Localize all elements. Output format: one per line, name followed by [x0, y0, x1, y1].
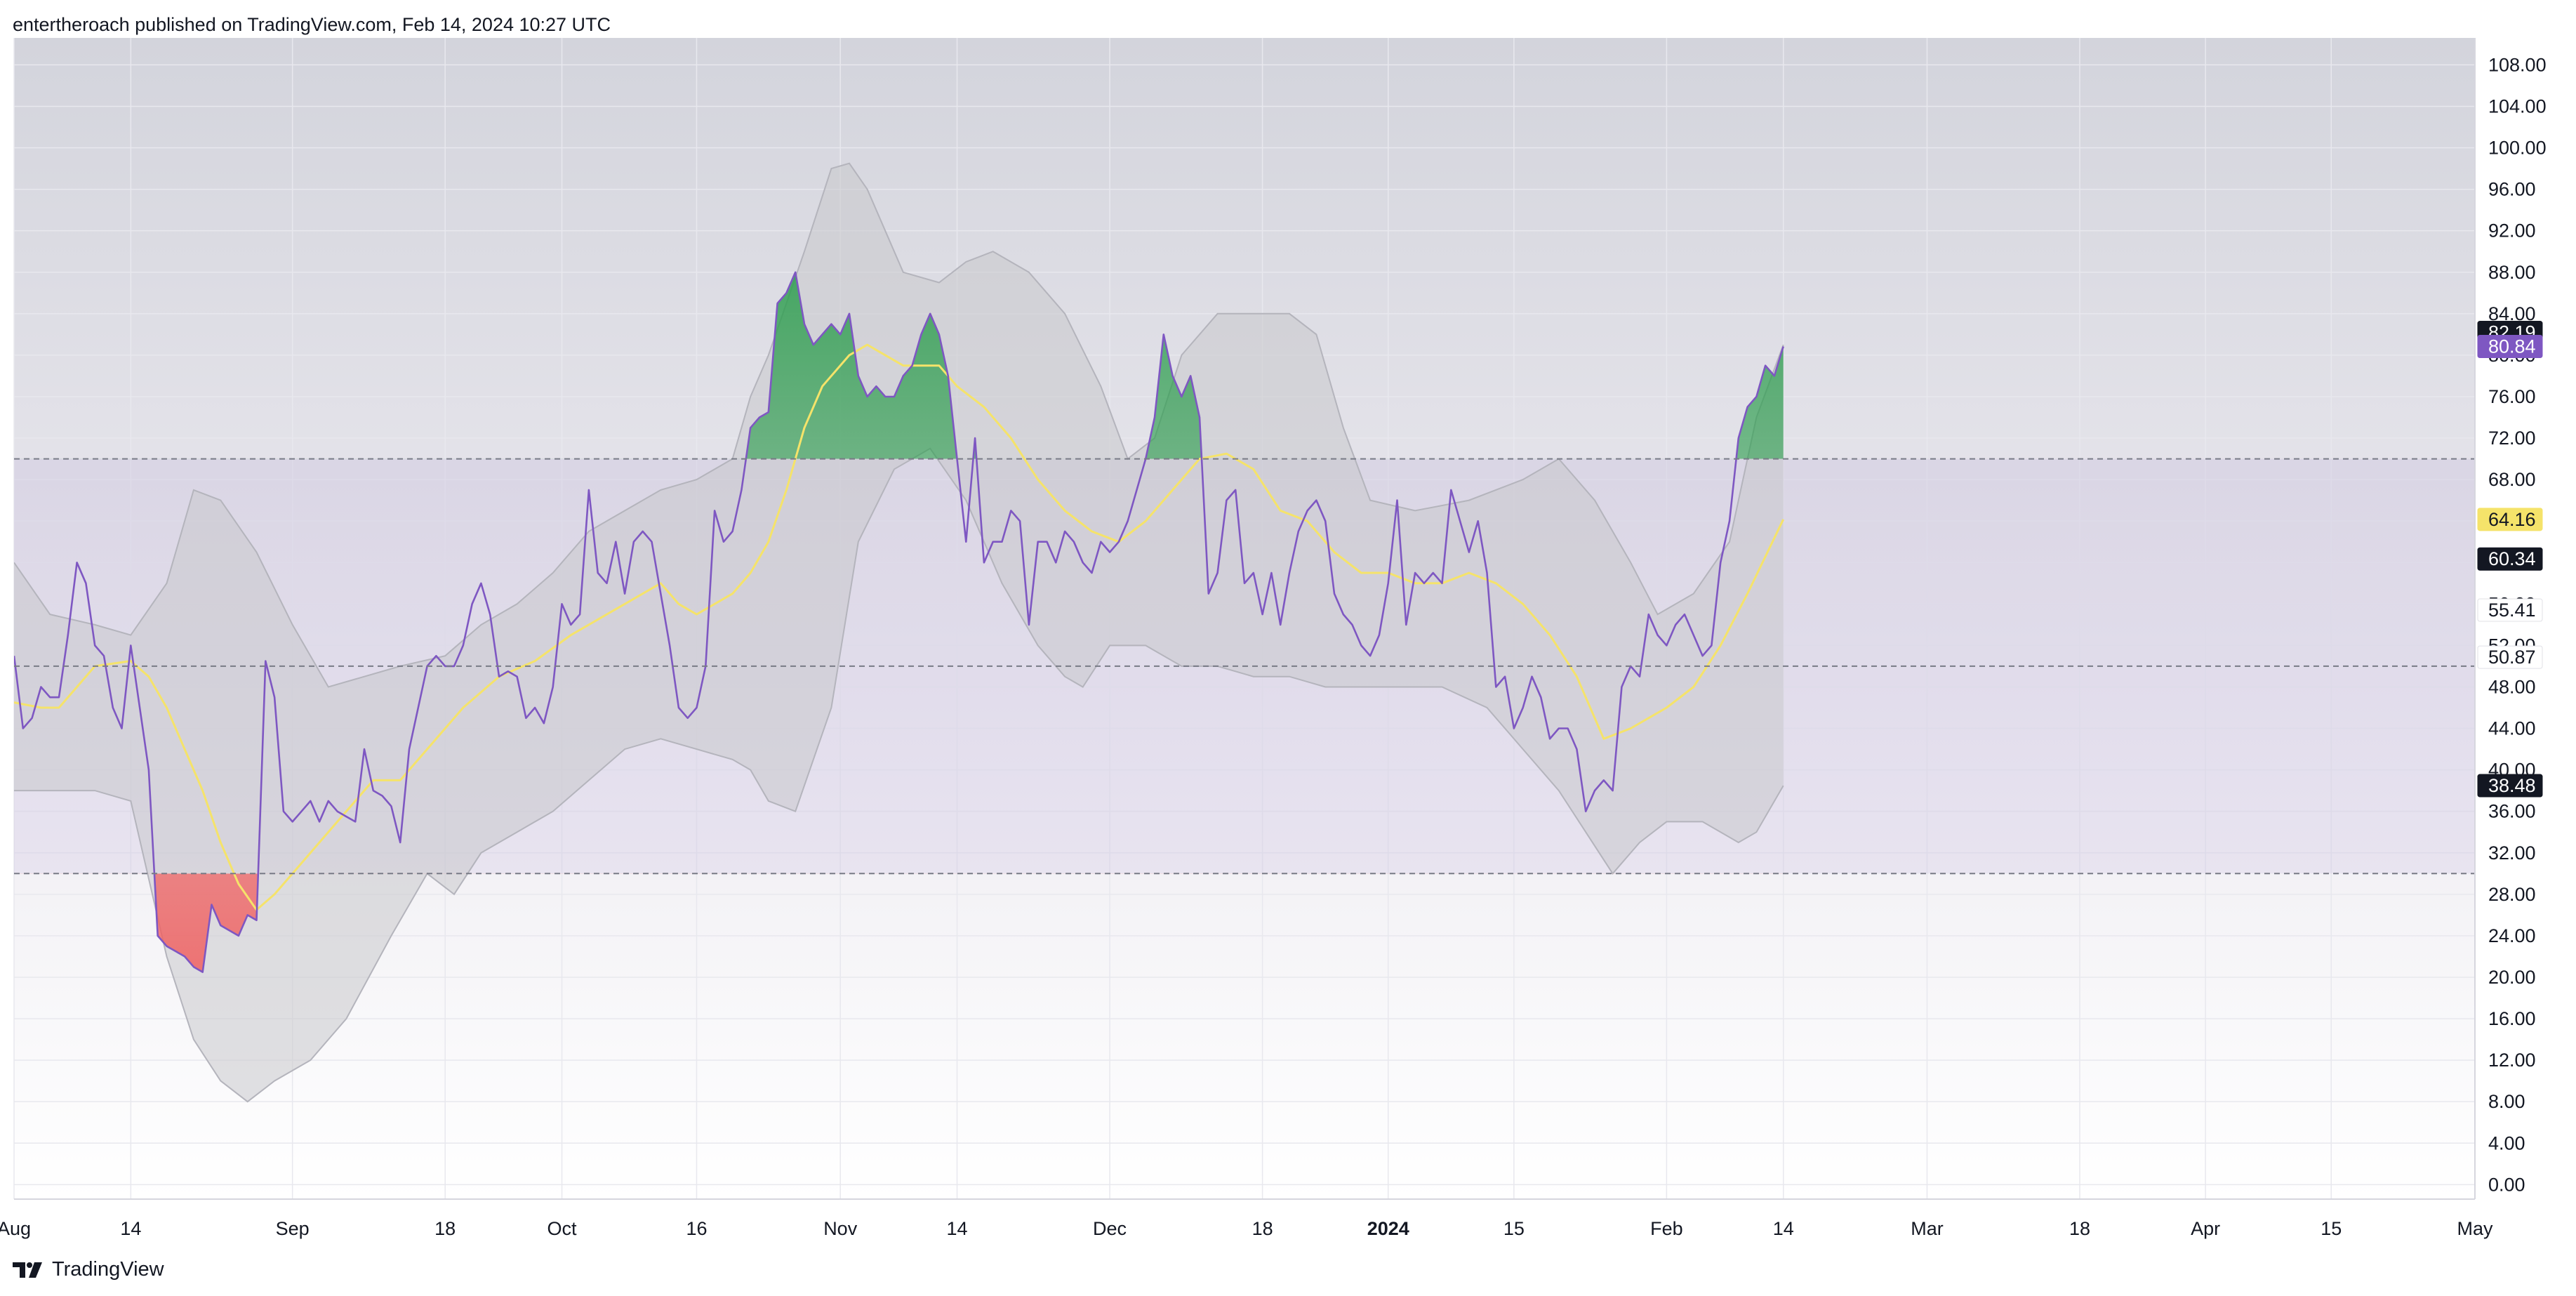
- y-tick-label: 44.00: [2488, 718, 2536, 739]
- band-fill: [14, 163, 1784, 1102]
- price-label: 80.84: [2477, 334, 2543, 358]
- y-tick-label: 32.00: [2488, 842, 2536, 864]
- x-tick-label: 18: [434, 1218, 456, 1239]
- x-tick-label: May: [2457, 1218, 2493, 1239]
- y-tick-label: 20.00: [2488, 967, 2536, 988]
- y-tick-label: 100.00: [2488, 138, 2547, 159]
- price-label-text: 38.48: [2488, 775, 2536, 796]
- price-label: 50.87: [2477, 645, 2543, 669]
- price-label: 38.48: [2477, 774, 2543, 798]
- x-tick-label: 15: [2321, 1218, 2342, 1239]
- x-tick-label: 14: [1773, 1218, 1794, 1239]
- x-tick-label: Apr: [2191, 1218, 2220, 1239]
- tradingview-brand[interactable]: TradingView: [13, 1258, 164, 1281]
- y-tick-label: 104.00: [2488, 95, 2547, 117]
- y-tick-label: 48.00: [2488, 676, 2536, 697]
- price-label-text: 50.87: [2488, 647, 2536, 668]
- price-axis[interactable]: 108.00 104.00 100.00 96.00 92.00 88.00 84.00 80…: [2488, 54, 2547, 1195]
- x-tick-label: 16: [686, 1218, 707, 1239]
- x-tick-label: Feb: [1650, 1218, 1683, 1239]
- y-tick-label: 8.00: [2488, 1091, 2525, 1112]
- x-tick-label: Oct: [547, 1218, 578, 1239]
- y-tick-label: 72.00: [2488, 428, 2536, 449]
- price-label: 55.41: [2477, 598, 2543, 622]
- y-tick-label: 76.00: [2488, 386, 2536, 407]
- y-tick-label: 12.00: [2488, 1050, 2536, 1071]
- x-tick-label: 14: [947, 1218, 968, 1239]
- band-upper-line: [14, 162, 1784, 688]
- tradingview-logo-icon: [13, 1262, 42, 1278]
- band-lower-line: [14, 447, 1784, 1103]
- price-label-text: 80.84: [2488, 336, 2536, 357]
- y-tick-label: 0.00: [2488, 1174, 2525, 1195]
- price-label: 64.16: [2477, 508, 2543, 531]
- y-tick-label: 36.00: [2488, 801, 2536, 822]
- x-tick-label: 18: [2069, 1218, 2090, 1239]
- publisher-caption: entertheroach published on TradingView.c…: [13, 14, 611, 35]
- rsi-ma-line: [14, 343, 1785, 911]
- overbought-fill: [14, 272, 1784, 459]
- x-tick-label: 2024: [1367, 1218, 1409, 1239]
- series-layer: [14, 162, 1785, 1103]
- oversold-fill: [14, 873, 1784, 972]
- x-tick-label: Nov: [823, 1218, 858, 1239]
- y-tick-label: 92.00: [2488, 220, 2536, 242]
- rsi-line: [14, 271, 1784, 973]
- y-tick-label: 96.00: [2488, 179, 2536, 200]
- x-tick-label: 18: [1252, 1218, 1273, 1239]
- price-label: 60.34: [2477, 547, 2543, 571]
- price-label-text: 60.34: [2488, 548, 2536, 569]
- brand-name: TradingView: [52, 1258, 164, 1281]
- x-tick-label: 15: [1503, 1218, 1525, 1239]
- x-tick-label: 14: [120, 1218, 141, 1239]
- y-tick-label: 16.00: [2488, 1008, 2536, 1029]
- y-tick-label: 24.00: [2488, 925, 2536, 946]
- x-tick-label: Mar: [1911, 1218, 1944, 1239]
- y-tick-label: 68.00: [2488, 469, 2536, 490]
- x-tick-label: Aug: [0, 1218, 31, 1239]
- x-tick-label: Dec: [1093, 1218, 1127, 1239]
- level-lines: [14, 458, 2475, 875]
- time-axis[interactable]: Aug 14 Sep 18 Oct 16 Nov 14 Dec 18 2024 15 Feb 14 Mar 1…: [0, 1218, 2493, 1239]
- price-label-text: 55.41: [2488, 600, 2536, 621]
- y-tick-label: 108.00: [2488, 54, 2547, 75]
- y-tick-label: 84.00: [2488, 303, 2536, 324]
- y-tick-label: 4.00: [2488, 1132, 2525, 1153]
- price-label-text: 64.16: [2488, 509, 2536, 530]
- y-tick-label: 88.00: [2488, 262, 2536, 283]
- y-tick-label: 28.00: [2488, 884, 2536, 905]
- x-tick-label: Sep: [276, 1218, 310, 1239]
